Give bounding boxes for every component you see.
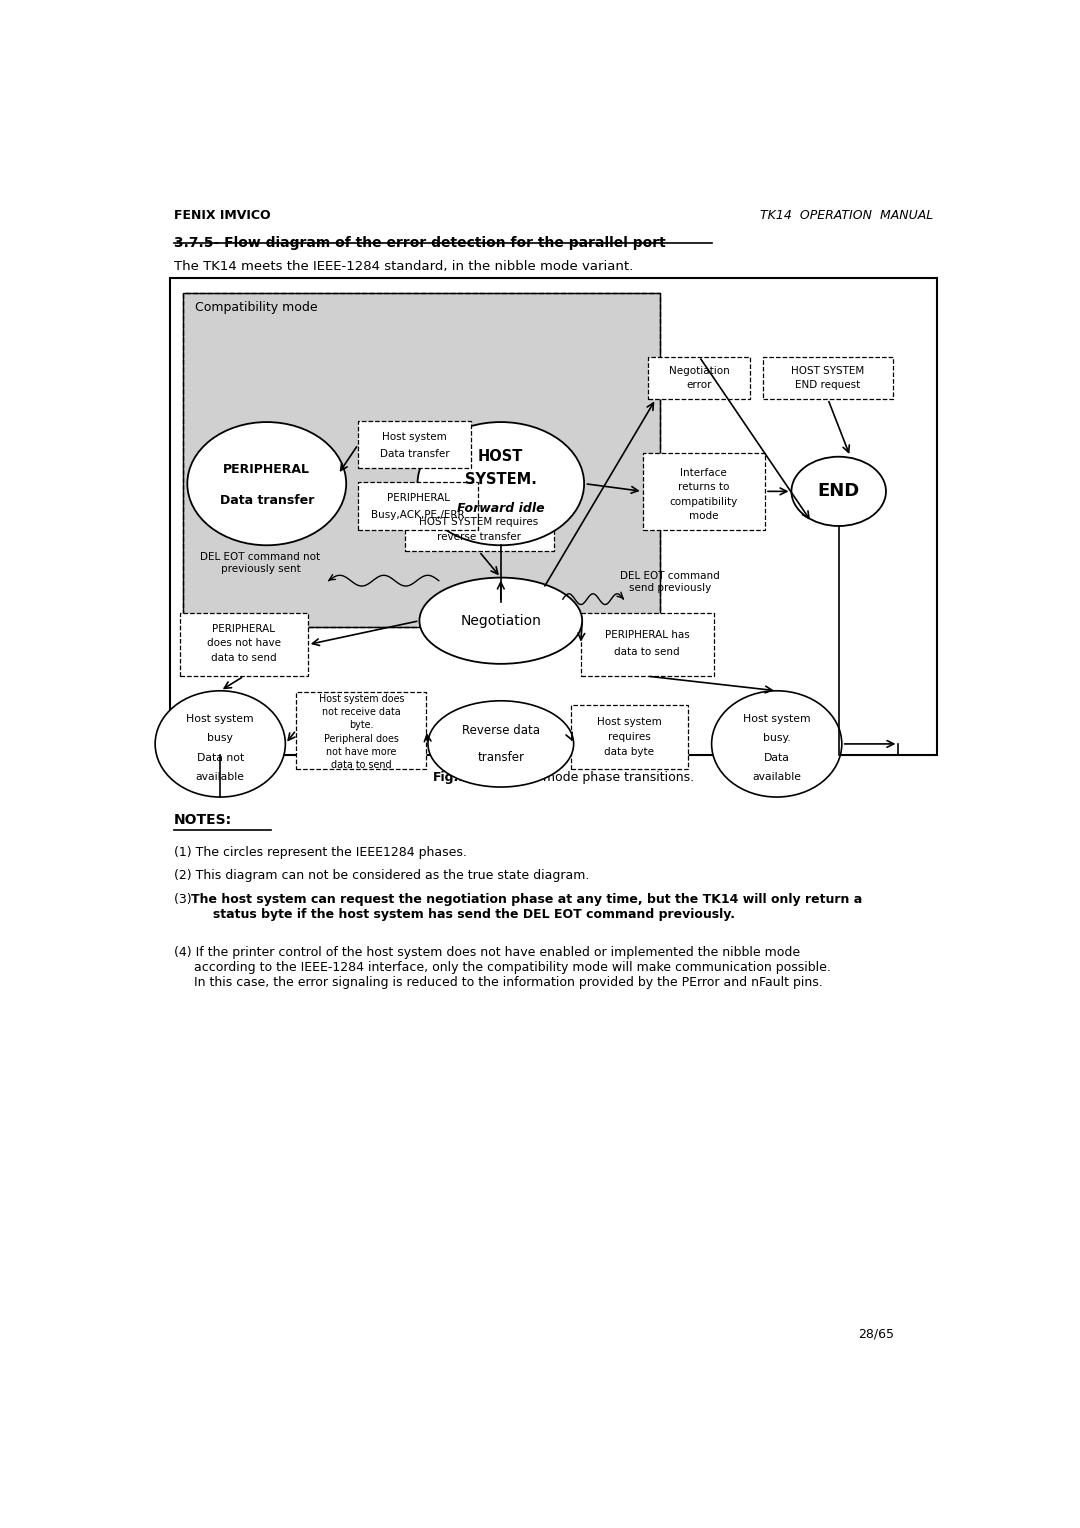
- Text: Compatibility mode: Compatibility mode: [194, 301, 318, 315]
- Text: DEL EOT command
send previously: DEL EOT command send previously: [620, 571, 719, 593]
- Text: Data: Data: [764, 753, 789, 762]
- Text: Forward idle: Forward idle: [457, 501, 544, 515]
- Bar: [183, 293, 660, 626]
- Text: PERIPHERAL has: PERIPHERAL has: [605, 631, 690, 640]
- Bar: [359, 420, 471, 468]
- Text: Reverse data: Reverse data: [462, 724, 540, 738]
- Text: Nibble mode phase transitions.: Nibble mode phase transitions.: [496, 772, 694, 784]
- Text: compatibility: compatibility: [670, 497, 738, 507]
- Text: Peripheral does: Peripheral does: [324, 733, 399, 744]
- Ellipse shape: [419, 578, 582, 663]
- Text: Host system does: Host system does: [319, 694, 404, 704]
- Bar: [405, 507, 554, 552]
- Text: transfer: transfer: [477, 750, 524, 764]
- Ellipse shape: [712, 691, 841, 798]
- Text: requires: requires: [608, 732, 651, 743]
- Text: available: available: [195, 772, 245, 782]
- Text: available: available: [752, 772, 801, 782]
- Bar: [762, 356, 893, 399]
- Text: 3.7.5- Flow diagram of the error detection for the parallel port: 3.7.5- Flow diagram of the error detecti…: [174, 235, 665, 249]
- Bar: [296, 692, 427, 769]
- Text: HOST SYSTEM: HOST SYSTEM: [792, 365, 864, 376]
- Text: The host system can request the negotiation phase at any time, but the TK14 will: The host system can request the negotiat…: [191, 894, 862, 921]
- Text: DEL EOT command not
previously sent: DEL EOT command not previously sent: [201, 552, 321, 575]
- Text: (1) The circles represent the IEEE1284 phases.: (1) The circles represent the IEEE1284 p…: [174, 845, 467, 859]
- Text: HOST: HOST: [478, 449, 524, 465]
- Ellipse shape: [156, 691, 285, 798]
- Text: data to send: data to send: [615, 648, 680, 657]
- Text: 28/65: 28/65: [859, 1328, 894, 1340]
- Text: mode: mode: [689, 510, 718, 521]
- Text: Fig.3.11-: Fig.3.11-: [433, 772, 496, 784]
- Text: PERIPHERAL: PERIPHERAL: [224, 463, 310, 477]
- Text: Busy,ACK,PE,/ERR: Busy,ACK,PE,/ERR: [372, 510, 465, 520]
- Text: NOTES:: NOTES:: [174, 813, 232, 827]
- Text: data to send: data to send: [330, 759, 392, 770]
- Bar: [183, 293, 660, 626]
- Text: (2) This diagram can not be considered as the true state diagram.: (2) This diagram can not be considered a…: [174, 868, 589, 882]
- Text: data byte: data byte: [605, 747, 654, 758]
- Text: The TK14 meets the IEEE-1284 standard, in the nibble mode variant.: The TK14 meets the IEEE-1284 standard, i…: [174, 260, 633, 274]
- Text: Interface: Interface: [680, 468, 727, 478]
- Text: Negotiation: Negotiation: [669, 365, 730, 376]
- Text: error: error: [687, 380, 712, 391]
- Text: (3): (3): [174, 894, 195, 906]
- Text: PERIPHERAL: PERIPHERAL: [213, 625, 275, 634]
- Text: Host system: Host system: [382, 432, 447, 442]
- Text: busy: busy: [207, 733, 233, 743]
- Text: Host system: Host system: [187, 714, 254, 724]
- Text: HOST SYSTEM requires: HOST SYSTEM requires: [419, 516, 539, 527]
- Text: not have more: not have more: [326, 747, 396, 756]
- Text: data to send: data to send: [211, 654, 276, 663]
- Text: busy.: busy.: [762, 733, 791, 743]
- Bar: [359, 483, 478, 530]
- Text: PERIPHERAL: PERIPHERAL: [387, 494, 449, 503]
- Text: reverse transfer: reverse transfer: [437, 532, 521, 542]
- Text: (4) If the printer control of the host system does not have enabled or implement: (4) If the printer control of the host s…: [174, 946, 831, 989]
- Text: Host system: Host system: [597, 717, 662, 727]
- Text: Negotiation: Negotiation: [460, 614, 541, 628]
- Text: Host system: Host system: [743, 714, 810, 724]
- Text: byte.: byte.: [349, 720, 374, 730]
- Ellipse shape: [792, 457, 886, 526]
- Bar: [570, 706, 688, 769]
- Bar: [170, 278, 937, 755]
- Bar: [643, 452, 765, 530]
- Text: not receive data: not receive data: [322, 707, 401, 717]
- Bar: [648, 356, 751, 399]
- Text: END: END: [818, 483, 860, 500]
- Text: Data not: Data not: [197, 753, 244, 762]
- Text: Data transfer: Data transfer: [379, 449, 449, 458]
- Text: does not have: does not have: [207, 639, 281, 648]
- Ellipse shape: [418, 422, 584, 545]
- Text: TK14  OPERATION  MANUAL: TK14 OPERATION MANUAL: [760, 209, 933, 222]
- Bar: [180, 613, 308, 677]
- Text: SYSTEM.: SYSTEM.: [464, 472, 537, 487]
- Bar: [581, 613, 714, 677]
- Ellipse shape: [187, 422, 347, 545]
- Text: END request: END request: [795, 380, 861, 391]
- Ellipse shape: [428, 701, 573, 787]
- Text: Data transfer: Data transfer: [219, 494, 314, 507]
- Text: returns to: returns to: [678, 481, 729, 492]
- Text: FENIX IMVICO: FENIX IMVICO: [174, 209, 270, 222]
